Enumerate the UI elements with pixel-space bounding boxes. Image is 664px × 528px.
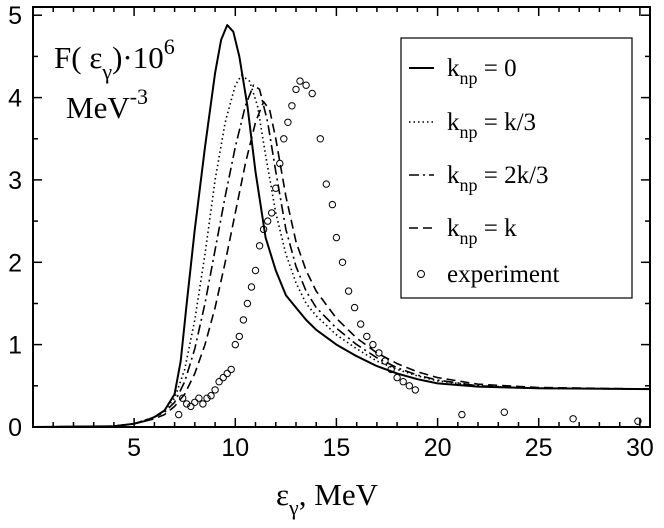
legend-entry-0: knp = 0 <box>447 55 517 88</box>
series-line-solid <box>32 24 651 428</box>
experiment-point <box>399 378 407 386</box>
curves-layer <box>32 24 651 428</box>
x-tick-label: 30 <box>626 434 654 462</box>
experiment-point <box>363 332 371 341</box>
x-axis-ticks: 5 10 15 20 25 30 <box>52 7 654 462</box>
experiment-point <box>308 89 316 98</box>
experiment-point <box>569 415 577 423</box>
experiment-point <box>634 417 642 425</box>
experiment-point <box>292 85 300 94</box>
experiment-point <box>369 340 377 349</box>
experiment-point <box>211 386 219 394</box>
experiment-point <box>357 320 365 328</box>
experiment-point <box>332 233 341 242</box>
experiment-point <box>235 332 244 341</box>
experiment-point <box>500 408 508 416</box>
plot-frame <box>32 6 651 428</box>
legend: knp = 0 knp = k/3 knp = 2k/3 knp = k exp… <box>400 37 633 299</box>
experiment-point <box>381 357 389 365</box>
experiment-point <box>191 398 199 406</box>
y-tick-label: 2 <box>8 249 22 277</box>
experiment-point <box>264 217 272 225</box>
experiment-point <box>231 340 240 349</box>
legend-box <box>400 37 633 299</box>
experiment-point <box>405 382 413 390</box>
y-tick-label: 1 <box>8 332 22 360</box>
experiment-point <box>322 180 330 188</box>
y-unit-main: MeV <box>66 90 130 125</box>
x-label-sub: γ <box>288 495 299 520</box>
x-axis-label: εγ, MeV <box>276 477 379 520</box>
y-unit-sup: -3 <box>130 84 148 109</box>
legend-swatch-circle <box>417 270 425 278</box>
experiment-point <box>251 266 260 275</box>
experiment-point <box>338 258 347 266</box>
y-axis-unit: MeV-3 <box>66 84 148 125</box>
experiment-point <box>288 102 296 110</box>
experiment-point <box>259 225 268 234</box>
x-label-main: ε <box>276 477 289 512</box>
y-label-main-tail: )·10 <box>112 40 164 75</box>
experiment-point <box>316 135 324 143</box>
y-label-main: F( ε <box>54 40 102 75</box>
legend-entry-4: experiment <box>447 261 560 288</box>
experiment-point <box>247 283 256 291</box>
legend-entry-1: knp = k/3 <box>447 109 536 142</box>
experiment-points-layer <box>175 77 642 425</box>
experiment-point <box>203 394 211 402</box>
experiment-point <box>199 400 207 408</box>
experiment-point <box>458 410 466 419</box>
x-tick-label: 10 <box>221 434 249 462</box>
experiment-point <box>215 378 223 386</box>
experiment-point <box>195 394 203 402</box>
experiment-point <box>302 81 310 89</box>
x-label-tail: , MeV <box>299 477 379 512</box>
experiment-point <box>411 386 419 394</box>
series-line-dashdot <box>32 84 651 428</box>
experiment-point <box>268 209 276 217</box>
legend-entry-2: knp = 2k/3 <box>447 162 549 195</box>
y-tick-label: 3 <box>8 167 22 195</box>
experiment-point <box>223 369 231 378</box>
experiment-point <box>328 200 337 209</box>
x-tick-label: 15 <box>322 434 350 462</box>
y-label-main-sup: 6 <box>164 34 175 59</box>
experiment-point <box>239 316 248 324</box>
experiment-point <box>280 135 288 143</box>
experiment-point <box>284 118 292 127</box>
experiment-point <box>179 394 187 402</box>
experiment-point <box>243 299 252 308</box>
experiment-point <box>183 400 191 408</box>
experiment-point <box>272 184 280 192</box>
experiment-point <box>255 242 264 250</box>
y-label-main-sub: γ <box>101 59 112 84</box>
x-tick-label: 25 <box>525 434 553 462</box>
y-tick-label: 0 <box>8 414 22 442</box>
experiment-point <box>207 392 215 400</box>
experiment-point <box>350 303 359 312</box>
y-axis-ticks: 0 1 2 3 4 5 <box>8 2 650 442</box>
experiment-point <box>344 287 353 295</box>
experiment-point <box>375 349 383 357</box>
experiment-point <box>219 373 227 382</box>
experiment-point <box>187 402 195 411</box>
x-tick-label: 20 <box>424 434 452 462</box>
legend-entry-3: knp = k <box>447 215 517 248</box>
experiment-point <box>175 410 183 419</box>
y-tick-label: 4 <box>8 85 22 113</box>
experiment-point <box>227 365 235 374</box>
experiment-point <box>393 373 401 382</box>
experiment-point <box>387 365 395 374</box>
experiment-point <box>276 159 284 168</box>
series-line-dashed <box>32 100 651 428</box>
experiment-point <box>296 77 304 85</box>
x-tick-label: 5 <box>127 434 141 462</box>
y-axis-label: F( εγ)·106 <box>54 34 175 84</box>
y-tick-label: 5 <box>8 2 22 30</box>
